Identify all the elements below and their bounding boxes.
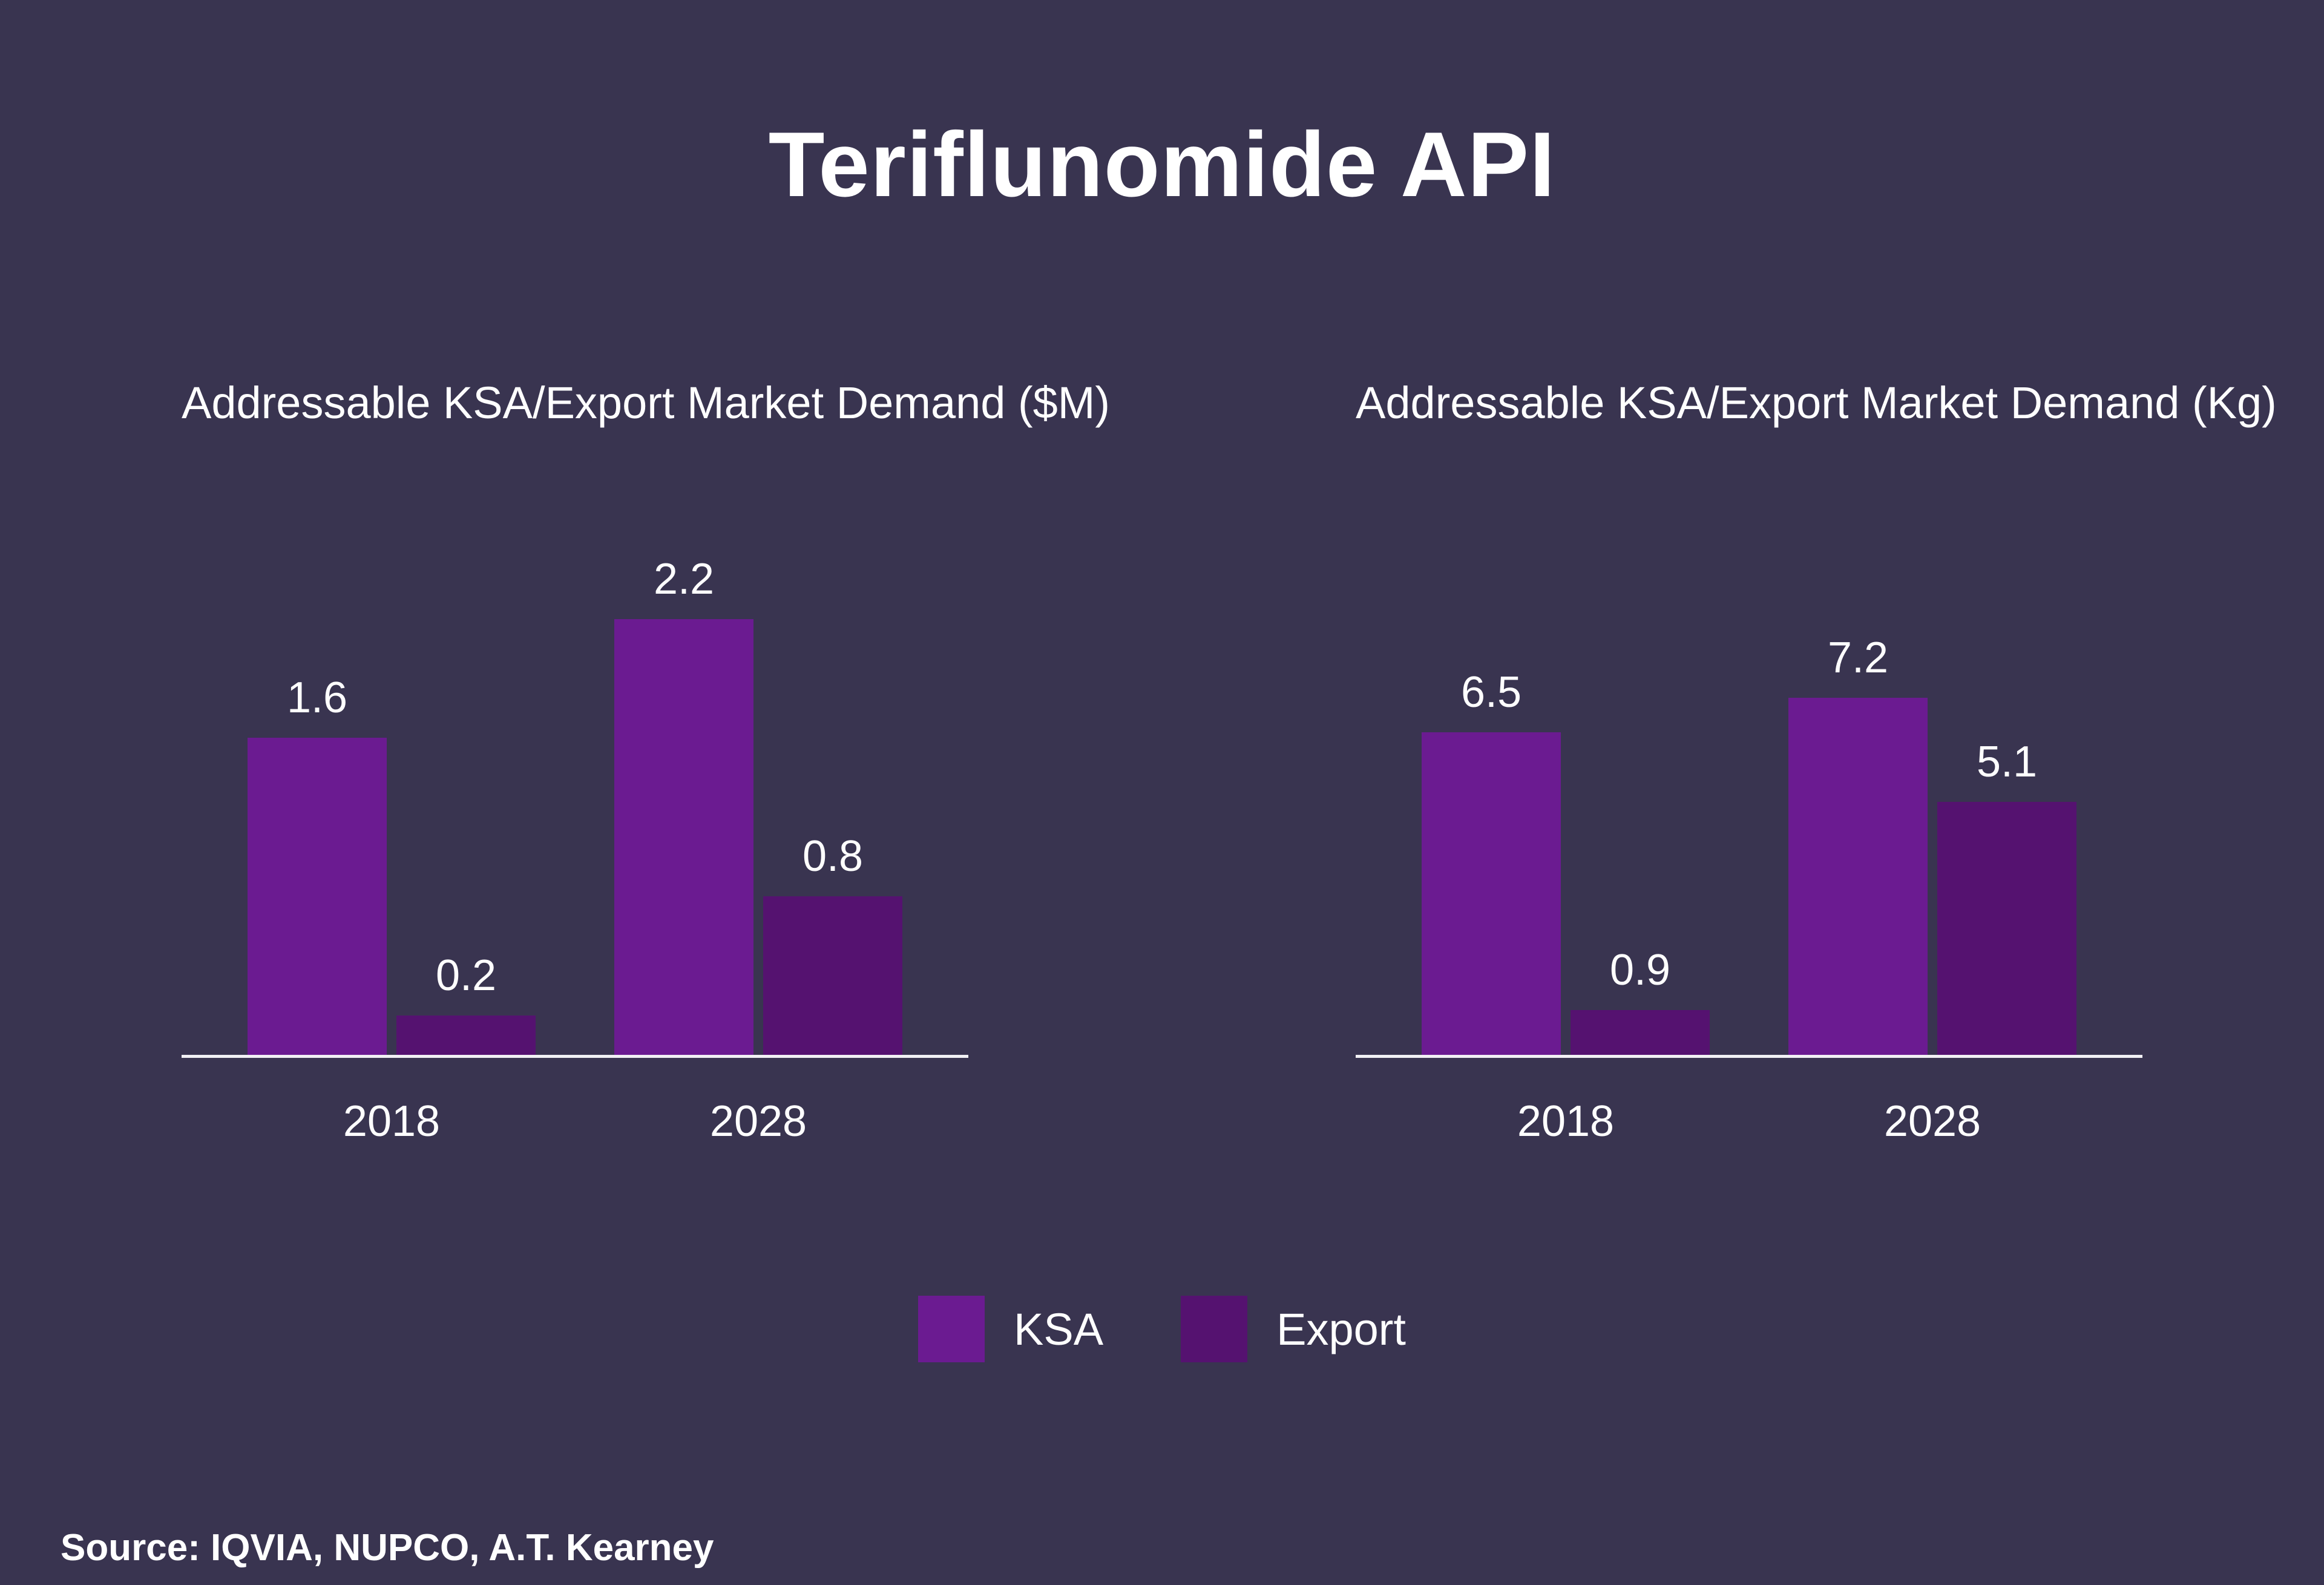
bar-group-2018: 6.5 0.9: [1422, 671, 1710, 1055]
legend-swatch-ksa: [918, 1296, 985, 1363]
bar-rect: [1937, 801, 2076, 1055]
bar-value-label: 7.2: [1827, 633, 1889, 682]
bar-value-label: 6.5: [1460, 668, 1522, 717]
bar-export-2018: 0.9: [1571, 948, 1710, 1055]
bar-group-2028: 7.2 5.1: [1788, 636, 2076, 1055]
charts-row: Addressable KSA/Export Market Demand ($M…: [0, 378, 2324, 1147]
bar-rect: [248, 737, 387, 1055]
bar-value-label: 1.6: [286, 673, 348, 722]
x-axis-labels-usd: 2018 2028: [182, 1058, 968, 1147]
bar-group-2028: 2.2 0.8: [614, 557, 902, 1055]
legend-item-ksa: KSA: [918, 1296, 1104, 1363]
legend-label: Export: [1276, 1304, 1406, 1354]
x-axis-label: 2028: [709, 1097, 807, 1146]
source-note: Source: IQVIA, NUPCO, A.T. Kearney: [61, 1527, 714, 1569]
chart-market-demand-kg: Addressable KSA/Export Market Demand (Kg…: [1356, 377, 2277, 1147]
chart-title-usd: Addressable KSA/Export Market Demand ($M…: [182, 377, 1111, 428]
bar-rect: [1571, 1009, 1710, 1055]
legend: KSA Export: [0, 1296, 2324, 1363]
bar-export-2028: 0.8: [763, 835, 902, 1055]
bar-rect: [614, 619, 753, 1055]
bar-export-2018: 0.2: [396, 954, 536, 1055]
bar-rect: [1422, 732, 1561, 1055]
plot-area-kg: 6.5 0.9 7.2 5.1: [1356, 445, 2142, 1058]
x-axis-label: 2028: [1883, 1097, 1981, 1146]
chart-market-demand-usd: Addressable KSA/Export Market Demand ($M…: [182, 377, 1111, 1147]
x-axis-labels-kg: 2018 2028: [1356, 1058, 2142, 1147]
chart-title-kg: Addressable KSA/Export Market Demand (Kg…: [1356, 377, 2277, 428]
bar-value-label: 0.8: [802, 832, 864, 881]
bar-group-2018: 1.6 0.2: [248, 676, 536, 1055]
legend-item-export: Export: [1181, 1296, 1406, 1363]
bar-rect: [1788, 697, 1928, 1055]
bar-rect: [763, 896, 902, 1055]
legend-swatch-export: [1181, 1296, 1248, 1363]
x-axis-label: 2018: [1517, 1097, 1615, 1146]
plot-area-usd: 1.6 0.2 2.2 0.8: [182, 445, 968, 1058]
bar-value-label: 0.2: [435, 951, 497, 1000]
bar-export-2028: 5.1: [1937, 740, 2076, 1055]
bar-rect: [396, 1015, 536, 1055]
bar-ksa-2028: 7.2: [1788, 636, 1928, 1055]
x-axis-label: 2018: [343, 1097, 441, 1146]
page-title: Teriflunomide API: [768, 113, 1556, 216]
bar-value-label: 2.2: [653, 554, 715, 603]
bar-ksa-2028: 2.2: [614, 557, 753, 1055]
bar-value-label: 5.1: [1976, 737, 2038, 786]
legend-label: KSA: [1014, 1304, 1104, 1354]
bar-ksa-2018: 1.6: [248, 676, 387, 1055]
bar-value-label: 0.9: [1609, 945, 1671, 994]
bar-ksa-2018: 6.5: [1422, 671, 1561, 1055]
